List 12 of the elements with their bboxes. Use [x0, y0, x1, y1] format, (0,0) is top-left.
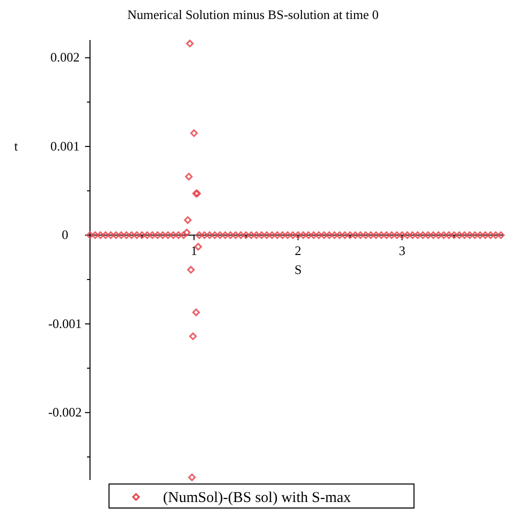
- x-axis-title: S: [294, 262, 302, 278]
- x-tick-label: 2: [294, 243, 302, 258]
- x-tick-label: 1: [190, 243, 198, 258]
- y-tick-label: 0.001: [50, 138, 80, 154]
- y-tick-label: -0.002: [48, 404, 82, 420]
- y-tick-label: 0.002: [50, 50, 80, 65]
- chart-title: Numerical Solution minus BS-solution at time 0: [127, 7, 379, 22]
- x-tick-label: 3: [398, 243, 406, 258]
- y-axis-title: t: [14, 138, 18, 154]
- y-tick-label: 0: [62, 227, 68, 242]
- legend-label: (NumSol)-(BS sol) with S-max: [163, 490, 352, 506]
- y-tick-label: -0.001: [48, 316, 82, 331]
